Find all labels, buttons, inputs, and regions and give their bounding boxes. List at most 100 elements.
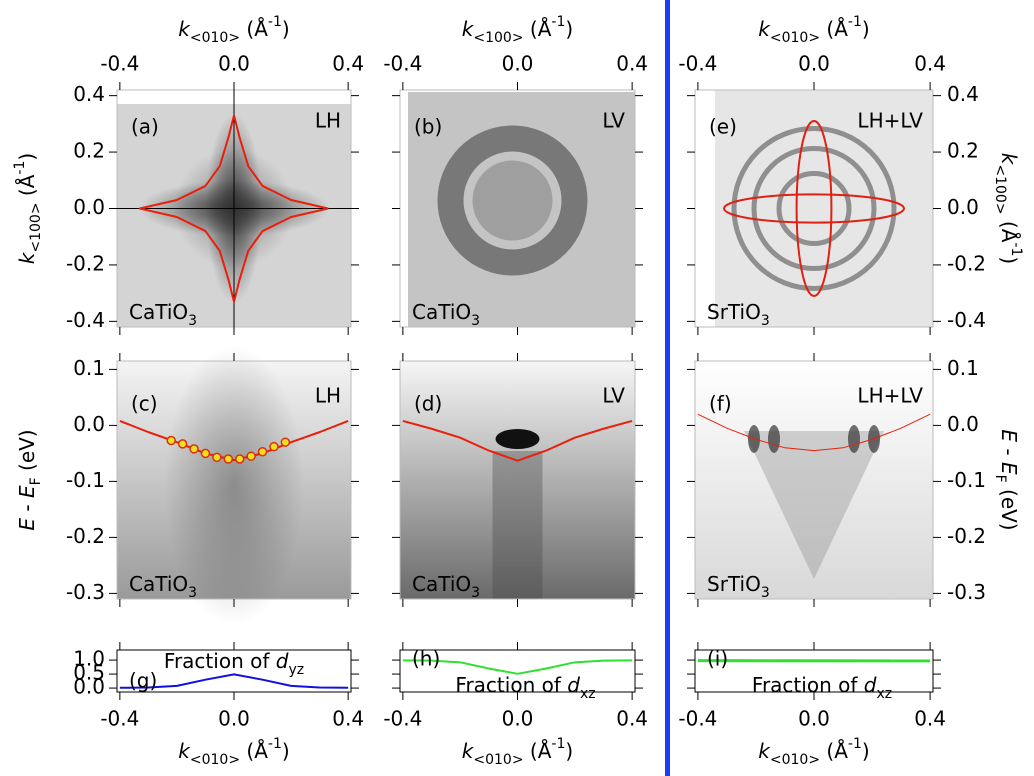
y-tick-label: -0.2 <box>66 251 105 275</box>
text-part: E <box>998 429 1022 442</box>
image-feature <box>848 425 860 453</box>
text-part: (Å <box>820 17 848 41</box>
y-tick-label: -0.1 <box>947 468 986 492</box>
text-part: k <box>462 739 475 763</box>
image-feature <box>776 171 852 246</box>
polarization-label: LH <box>315 384 341 408</box>
y-tick-label: 0.0 <box>947 412 979 436</box>
y-tick-label: 0.4 <box>73 82 105 106</box>
y-tick-label: 0.0 <box>73 675 105 699</box>
x-tick-label: 0.4 <box>332 707 364 731</box>
text-part: <100> <box>473 30 523 46</box>
text-part: 3 <box>471 585 480 601</box>
text-part: - <box>15 498 39 518</box>
text-part: k <box>462 17 475 41</box>
text-part: k <box>998 153 1022 166</box>
text-part: -1 <box>12 161 28 175</box>
data-point <box>189 444 199 454</box>
text-part: <010> <box>770 752 820 768</box>
material-label: CaTiO3 <box>129 300 197 330</box>
y-tick-label: 0.0 <box>947 195 979 219</box>
x-tick-label: 0.4 <box>914 707 946 731</box>
panel-label: (a) <box>131 115 159 139</box>
text-part: (Å <box>998 215 1022 243</box>
text-part: ) <box>998 256 1022 264</box>
x-tick-label: -0.4 <box>678 707 717 731</box>
text-part: (Å <box>524 739 552 763</box>
text-part: k <box>178 739 191 763</box>
x-axis-label: k<010> (Å-1) <box>758 736 869 768</box>
y-tick-label: 0.1 <box>73 356 105 380</box>
material-label: CaTiO3 <box>412 572 480 602</box>
image-feature <box>768 425 780 453</box>
y-tick-label: -0.1 <box>66 468 105 492</box>
y-tick-label: -0.3 <box>66 580 105 604</box>
text-part: (eV) <box>15 429 39 477</box>
text-part: k <box>758 739 771 763</box>
text-part: -1 <box>268 14 282 30</box>
text-part: -1 <box>268 736 282 752</box>
text-part: ) <box>862 739 870 763</box>
x-tick-label: 0.4 <box>914 52 946 76</box>
material-label: SrTiO3 <box>707 572 770 602</box>
x-tick-label: 0.0 <box>798 707 830 731</box>
y-tick-label: -0.2 <box>66 524 105 548</box>
x-tick-label: 0.4 <box>332 52 364 76</box>
x-tick-label: -0.4 <box>678 52 717 76</box>
image-feature <box>437 125 588 276</box>
y-tick-label: 1.0 <box>73 647 105 671</box>
y-axis-label: k<100> (Å-1) <box>12 153 44 264</box>
image <box>695 361 933 599</box>
panel-label: (d) <box>414 392 442 416</box>
data-point <box>246 451 256 461</box>
y-tick-label: -0.2 <box>947 524 986 548</box>
panel-label: (e) <box>709 115 737 139</box>
contour <box>723 193 905 224</box>
text-part: k <box>178 17 191 41</box>
data-point <box>177 439 188 449</box>
image-feature <box>751 146 877 271</box>
text-part: (eV) <box>998 483 1022 531</box>
text-part: xz <box>580 686 596 702</box>
data-point <box>257 446 268 457</box>
annotation: Fraction of dxz <box>752 673 892 703</box>
polarization-label: LV <box>602 384 625 408</box>
x-tick-label: -0.4 <box>100 52 139 76</box>
x-tick-label: 0.0 <box>218 707 250 731</box>
text-part: E <box>15 518 39 531</box>
text-part: -1 <box>848 14 862 30</box>
image-feature <box>744 431 884 579</box>
y-tick-label: 0.2 <box>947 139 979 163</box>
text-part: SrTiO <box>707 300 761 324</box>
y-tick-label: 0.0 <box>73 412 105 436</box>
image <box>400 361 635 599</box>
text-part: F <box>992 475 1008 483</box>
text-part: d <box>567 673 580 697</box>
x-tick-label: -0.4 <box>100 707 139 731</box>
x-tick-label: 0.4 <box>616 707 648 731</box>
text-part: xz <box>876 686 892 702</box>
data-line <box>402 659 633 675</box>
data-point <box>269 441 279 452</box>
text-part: 3 <box>761 585 770 601</box>
text-part: <100> <box>992 164 1008 214</box>
material-label: CaTiO3 <box>412 300 480 330</box>
material-label: CaTiO3 <box>129 572 197 602</box>
x-axis-label: k<100> (Å-1) <box>462 14 573 46</box>
text-part: yz <box>288 662 304 678</box>
text-part: 3 <box>188 313 197 329</box>
text-part: <010> <box>770 30 820 46</box>
data-line <box>138 114 329 303</box>
text-part: ) <box>15 153 39 161</box>
y-tick-label: -0.2 <box>947 251 986 275</box>
text-part: SrTiO <box>707 572 761 596</box>
image-feature <box>495 429 540 449</box>
x-tick-label: 0.0 <box>218 52 250 76</box>
panel-label: (g) <box>129 669 157 693</box>
y-axis-label: E - EF (eV) <box>992 429 1022 530</box>
polarization-label: LH+LV <box>857 109 923 133</box>
text-part: 3 <box>471 313 480 329</box>
text-part: - <box>998 442 1022 462</box>
text-part: (Å <box>240 17 268 41</box>
text-part: CaTiO <box>129 300 188 324</box>
